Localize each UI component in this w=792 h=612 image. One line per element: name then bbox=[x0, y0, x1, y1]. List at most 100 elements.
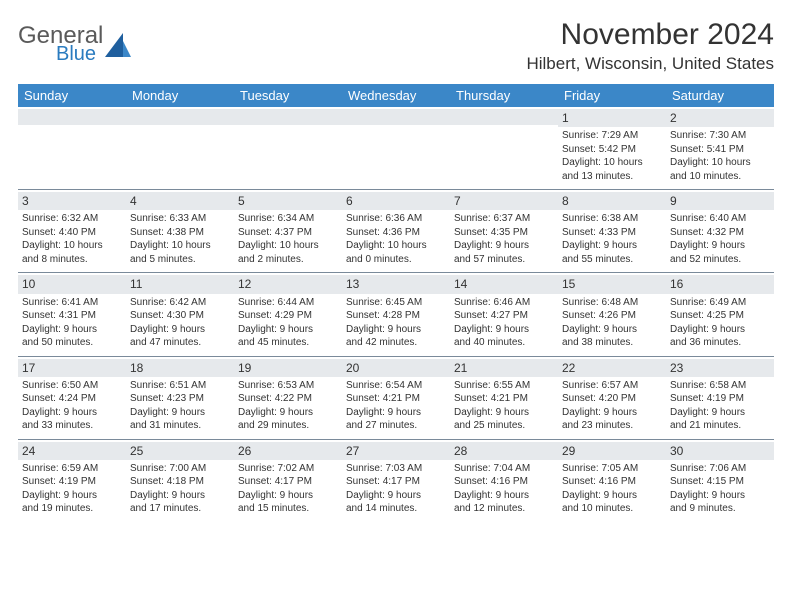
week-row: 10Sunrise: 6:41 AMSunset: 4:31 PMDayligh… bbox=[18, 272, 774, 355]
day-cell: 3Sunrise: 6:32 AMSunset: 4:40 PMDaylight… bbox=[18, 190, 126, 272]
day-cell: 21Sunrise: 6:55 AMSunset: 4:21 PMDayligh… bbox=[450, 357, 558, 439]
daylight-line-1: Daylight: 10 hours bbox=[238, 239, 338, 253]
title-block: November 2024 Hilbert, Wisconsin, United… bbox=[526, 18, 774, 74]
daylight-line-2: and 36 minutes. bbox=[670, 336, 770, 350]
day-cell bbox=[18, 107, 126, 189]
sunrise-line: Sunrise: 6:55 AM bbox=[454, 379, 554, 393]
sunset-line: Sunset: 4:25 PM bbox=[670, 309, 770, 323]
day-cell: 17Sunrise: 6:50 AMSunset: 4:24 PMDayligh… bbox=[18, 357, 126, 439]
daylight-line-2: and 42 minutes. bbox=[346, 336, 446, 350]
sunset-line: Sunset: 4:40 PM bbox=[22, 226, 122, 240]
day-number: 26 bbox=[234, 442, 342, 460]
sunset-line: Sunset: 4:18 PM bbox=[130, 475, 230, 489]
daylight-line-1: Daylight: 10 hours bbox=[670, 156, 770, 170]
day-number: 4 bbox=[126, 192, 234, 210]
day-number: 25 bbox=[126, 442, 234, 460]
daylight-line-1: Daylight: 9 hours bbox=[454, 489, 554, 503]
daylight-line-1: Daylight: 9 hours bbox=[562, 489, 662, 503]
sunrise-line: Sunrise: 6:48 AM bbox=[562, 296, 662, 310]
daylight-line-1: Daylight: 10 hours bbox=[346, 239, 446, 253]
daylight-line-2: and 40 minutes. bbox=[454, 336, 554, 350]
sunrise-line: Sunrise: 6:36 AM bbox=[346, 212, 446, 226]
daylight-line-2: and 52 minutes. bbox=[670, 253, 770, 267]
day-cell: 22Sunrise: 6:57 AMSunset: 4:20 PMDayligh… bbox=[558, 357, 666, 439]
day-cell: 20Sunrise: 6:54 AMSunset: 4:21 PMDayligh… bbox=[342, 357, 450, 439]
day-number: 23 bbox=[666, 359, 774, 377]
day-number: 1 bbox=[558, 109, 666, 127]
daylight-line-1: Daylight: 9 hours bbox=[22, 323, 122, 337]
sunset-line: Sunset: 4:16 PM bbox=[454, 475, 554, 489]
sunrise-line: Sunrise: 6:58 AM bbox=[670, 379, 770, 393]
daylight-line-2: and 57 minutes. bbox=[454, 253, 554, 267]
daylight-line-1: Daylight: 9 hours bbox=[130, 489, 230, 503]
day-cell: 2Sunrise: 7:30 AMSunset: 5:41 PMDaylight… bbox=[666, 107, 774, 189]
day-cell: 14Sunrise: 6:46 AMSunset: 4:27 PMDayligh… bbox=[450, 273, 558, 355]
sunrise-line: Sunrise: 6:59 AM bbox=[22, 462, 122, 476]
daylight-line-2: and 13 minutes. bbox=[562, 170, 662, 184]
sunrise-line: Sunrise: 6:41 AM bbox=[22, 296, 122, 310]
daylight-line-1: Daylight: 9 hours bbox=[346, 406, 446, 420]
daylight-line-2: and 5 minutes. bbox=[130, 253, 230, 267]
sunrise-line: Sunrise: 6:54 AM bbox=[346, 379, 446, 393]
calendar-grid: SundayMondayTuesdayWednesdayThursdayFrid… bbox=[18, 84, 774, 522]
weeks-container: 1Sunrise: 7:29 AMSunset: 5:42 PMDaylight… bbox=[18, 107, 774, 522]
sunrise-line: Sunrise: 7:30 AM bbox=[670, 129, 770, 143]
sunset-line: Sunset: 4:24 PM bbox=[22, 392, 122, 406]
day-cell: 9Sunrise: 6:40 AMSunset: 4:32 PMDaylight… bbox=[666, 190, 774, 272]
week-row: 3 Sunrise: 6:32 AMSunset: 4:40 PM Daylight… bbox=[18, 189, 774, 272]
daylight-line-1: Daylight: 9 hours bbox=[670, 239, 770, 253]
sunset-line: Sunset: 4:21 PM bbox=[346, 392, 446, 406]
day-number: 28 bbox=[450, 442, 558, 460]
day-number: 17 bbox=[18, 359, 126, 377]
daylight-line-2: and 17 minutes. bbox=[130, 502, 230, 516]
day-number: 8 bbox=[558, 192, 666, 210]
calendar-page: General Blue November 2024 Hilbert, Wisc… bbox=[0, 0, 792, 522]
day-number: 29 bbox=[558, 442, 666, 460]
sunrise-line: Sunrise: 6:57 AM bbox=[562, 379, 662, 393]
day-number: 22 bbox=[558, 359, 666, 377]
day-cell: 8Sunrise: 6:38 AMSunset: 4:33 PMDaylight… bbox=[558, 190, 666, 272]
day-cell: 27Sunrise: 7:03 AMSunset: 4:17 PMDayligh… bbox=[342, 440, 450, 522]
daylight-line-1: Daylight: 9 hours bbox=[22, 406, 122, 420]
month-title: November 2024 bbox=[526, 18, 774, 52]
daylight-line-2: and 19 minutes. bbox=[22, 502, 122, 516]
day-number: 18 bbox=[126, 359, 234, 377]
sunrise-line: Sunrise: 6:42 AM bbox=[130, 296, 230, 310]
sunset-line: Sunset: 4:19 PM bbox=[22, 475, 122, 489]
day-number: 30 bbox=[666, 442, 774, 460]
sunset-line: Sunset: 5:42 PM bbox=[562, 143, 662, 157]
day-number: 14 bbox=[450, 275, 558, 293]
day-number: 15 bbox=[558, 275, 666, 293]
daylight-line-1: Daylight: 10 hours bbox=[130, 239, 230, 253]
daylight-line-2: and 0 minutes. bbox=[346, 253, 446, 267]
day-cell: 29Sunrise: 7:05 AMSunset: 4:16 PMDayligh… bbox=[558, 440, 666, 522]
sunrise-line: Sunrise: 7:02 AM bbox=[238, 462, 338, 476]
daylight-line-1: Daylight: 9 hours bbox=[670, 323, 770, 337]
sunset-line: Sunset: 4:15 PM bbox=[670, 475, 770, 489]
day-cell: 28Sunrise: 7:04 AMSunset: 4:16 PMDayligh… bbox=[450, 440, 558, 522]
sunrise-line: Sunrise: 6:32 AM bbox=[22, 212, 122, 226]
sunrise-line: Sunrise: 7:03 AM bbox=[346, 462, 446, 476]
day-number: 7 bbox=[450, 192, 558, 210]
day-number: 12 bbox=[234, 275, 342, 293]
day-number: 13 bbox=[342, 275, 450, 293]
daylight-line-1: Daylight: 9 hours bbox=[130, 406, 230, 420]
daylight-line-2: and 23 minutes. bbox=[562, 419, 662, 433]
day-cell bbox=[450, 107, 558, 189]
day-number: 2 bbox=[666, 109, 774, 127]
sunrise-line: Sunrise: 6:46 AM bbox=[454, 296, 554, 310]
day-number: 3 bbox=[18, 192, 126, 210]
sunrise-line: Sunrise: 6:33 AM bbox=[130, 212, 230, 226]
day-header-sunday: Sunday bbox=[18, 84, 126, 107]
week-row: 1Sunrise: 7:29 AMSunset: 5:42 PMDaylight… bbox=[18, 107, 774, 189]
sunrise-line: Sunrise: 7:05 AM bbox=[562, 462, 662, 476]
sunrise-line: Sunrise: 6:49 AM bbox=[670, 296, 770, 310]
day-number bbox=[18, 109, 126, 125]
day-number: 9 bbox=[666, 192, 774, 210]
daylight-line-2: and 9 minutes. bbox=[670, 502, 770, 516]
daylight-line-1: Daylight: 9 hours bbox=[454, 406, 554, 420]
logo: General Blue bbox=[18, 24, 131, 64]
day-cell: 6Sunrise: 6:36 AMSunset: 4:36 PMDaylight… bbox=[342, 190, 450, 272]
sunrise-line: Sunrise: 6:45 AM bbox=[346, 296, 446, 310]
sunrise-line: Sunrise: 6:44 AM bbox=[238, 296, 338, 310]
